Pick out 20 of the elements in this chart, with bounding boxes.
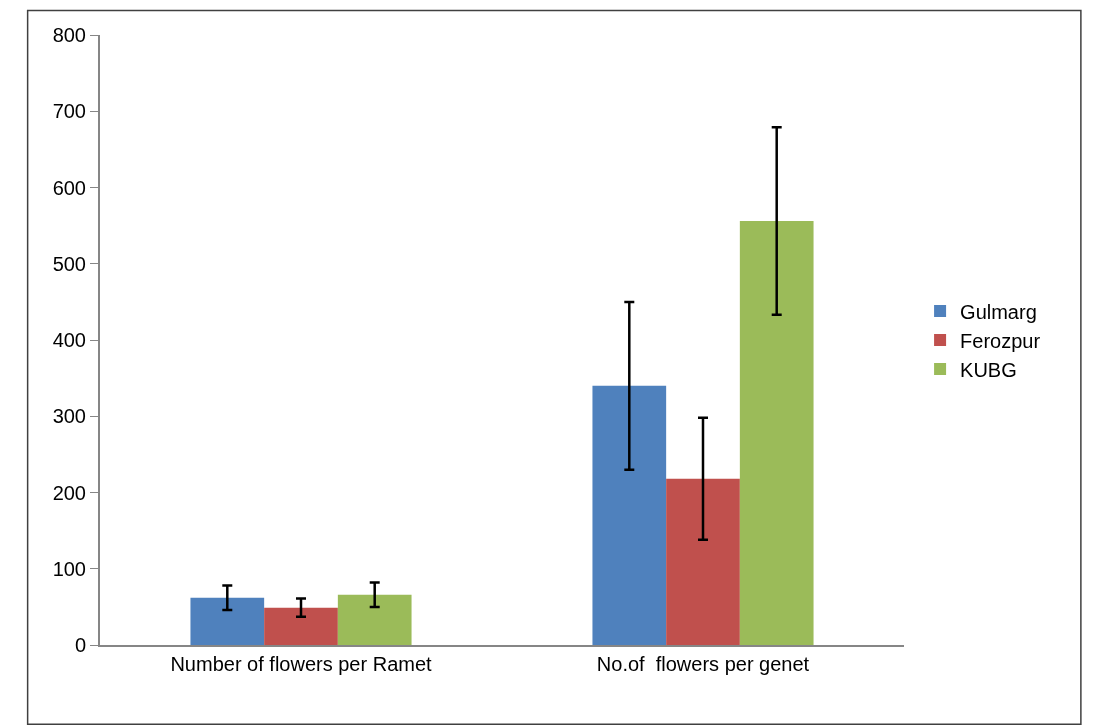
y-tick-label: 700 [52, 100, 86, 123]
y-tick-label: 200 [52, 481, 86, 504]
y-tick-label: 0 [74, 634, 86, 656]
x-tick-label: No.of flowers per genet [596, 653, 810, 675]
bar [739, 221, 814, 645]
legend-label: Gulmarg [960, 300, 1037, 323]
y-tick-label: 100 [52, 557, 86, 580]
x-tick-label: Number of flowers per Ramet [170, 653, 433, 675]
y-tick-label: 400 [52, 329, 86, 351]
legend-label: Ferozpur [960, 329, 1041, 352]
bar [666, 478, 740, 645]
bar [592, 385, 667, 645]
bar [190, 597, 265, 645]
legend-label: KUBG [960, 358, 1017, 381]
bar [264, 607, 338, 645]
y-tick-label: 800 [52, 24, 86, 46]
y-tick-label: 500 [52, 252, 86, 275]
bar [337, 594, 412, 645]
y-tick-label: 300 [52, 405, 86, 428]
y-tick-label: 600 [52, 176, 86, 199]
